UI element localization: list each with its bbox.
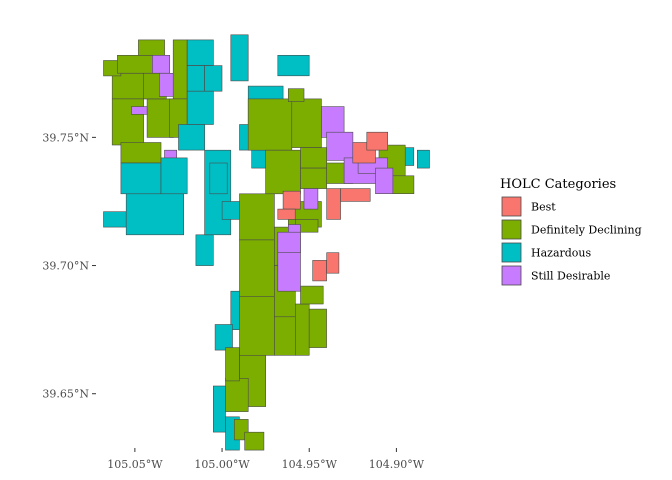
legend-label-definitely-declining: Definitely Declining <box>531 224 642 237</box>
zone-still-desirable-12 <box>131 106 148 115</box>
zone-hazardous-24 <box>204 65 223 92</box>
legend-swatch-definitely-declining <box>501 219 522 240</box>
x-tick-label-3: 104.90°W <box>369 458 425 471</box>
zone-best-78 <box>277 208 296 220</box>
legend-items: Best Definitely Declining Hazardous Still D… <box>501 196 642 286</box>
y-tick-label-1: 39.70°N <box>42 260 89 273</box>
zone-best-75 <box>326 188 341 220</box>
zones-layer <box>103 34 430 451</box>
legend-swatch-hazardous <box>501 242 522 263</box>
zone-best-79 <box>312 260 327 282</box>
zone-hazardous-27 <box>230 34 249 82</box>
zone-still-desirable-11 <box>159 73 174 97</box>
zone-still-desirable-70 <box>303 188 319 210</box>
zone-best-80 <box>326 252 340 274</box>
legend-label-hazardous: Hazardous <box>531 247 592 260</box>
zone-definitely-declining-44 <box>300 167 328 189</box>
zone-definitely-declining-43 <box>300 147 328 169</box>
zone-definitely-declining-1 <box>111 98 144 146</box>
zone-definitely-declining-60 <box>225 377 249 412</box>
x-tick-label-1: 105.00°W <box>194 458 250 471</box>
y-tick-label-2: 39.65°N <box>42 388 89 401</box>
legend-swatch-best <box>501 196 522 217</box>
zone-hazardous-25 <box>186 90 214 125</box>
zone-hazardous-16 <box>103 211 127 228</box>
zone-definitely-declining-39 <box>247 98 293 151</box>
legend-label-still-desirable: Still Desirable <box>531 270 610 283</box>
zone-hazardous-37 <box>213 385 226 433</box>
zone-definitely-declining-40 <box>265 149 301 195</box>
x-tick-label-2: 104.95°W <box>282 458 338 471</box>
zone-definitely-declining-54 <box>274 316 296 356</box>
zone-best-76 <box>340 188 371 202</box>
zone-definitely-declining-48 <box>239 193 275 241</box>
y-tick-label-0: 39.75°N <box>42 131 89 144</box>
zone-definitely-declining-6 <box>120 142 162 164</box>
zone-best-74 <box>366 131 388 151</box>
zone-definitely-declining-56 <box>308 308 327 348</box>
map-panel <box>103 34 430 451</box>
zone-definitely-declining-4 <box>138 39 165 56</box>
zone-definitely-declining-55 <box>294 303 310 356</box>
zone-hazardous-18 <box>195 234 214 266</box>
y-axis: 39.75°N 39.70°N 39.65°N <box>42 131 96 401</box>
zone-definitely-declining-3 <box>117 54 153 74</box>
zone-hazardous-33 <box>416 149 430 169</box>
zone-hazardous-26 <box>178 124 206 151</box>
zone-hazardous-14 <box>120 162 162 195</box>
zone-hazardous-23 <box>186 65 205 92</box>
legend-swatch-still-desirable <box>501 265 522 286</box>
zone-definitely-declining-8 <box>172 39 188 100</box>
zone-hazardous-20 <box>209 162 228 195</box>
x-tick-label-0: 105.05°W <box>107 458 163 471</box>
zone-definitely-declining-0 <box>111 73 148 100</box>
zone-definitely-declining-57 <box>300 285 324 305</box>
zone-definitely-declining-61 <box>225 347 240 382</box>
zone-still-desirable-68 <box>375 167 394 195</box>
zone-hazardous-17 <box>125 193 184 236</box>
zone-still-desirable-65 <box>326 131 354 161</box>
zone-hazardous-22 <box>186 39 214 66</box>
zone-hazardous-28 <box>277 54 310 77</box>
x-axis: 105.05°W 105.00°W 104.95°W 104.90°W <box>107 448 425 471</box>
zone-definitely-declining-42 <box>287 88 305 102</box>
zone-definitely-declining-63 <box>244 431 265 451</box>
zone-definitely-declining-50 <box>239 295 275 356</box>
zone-hazardous-15 <box>160 157 188 195</box>
zone-hazardous-35 <box>214 324 233 351</box>
legend-title: HOLC Categories <box>500 177 616 192</box>
zone-definitely-declining-49 <box>239 239 275 297</box>
zone-definitely-declining-41 <box>291 98 322 148</box>
zone-definitely-declining-5 <box>146 98 174 138</box>
zone-still-desirable-72 <box>277 231 301 253</box>
legend-label-best: Best <box>531 201 556 214</box>
zone-still-desirable-10 <box>152 54 171 74</box>
legend: HOLC Categories Best Definitely Declining… <box>500 177 642 286</box>
zone-best-77 <box>282 190 301 210</box>
